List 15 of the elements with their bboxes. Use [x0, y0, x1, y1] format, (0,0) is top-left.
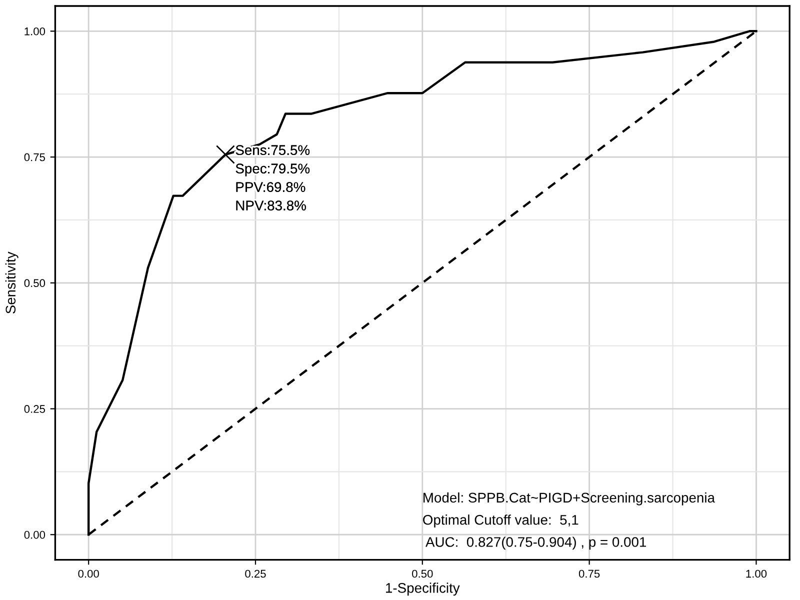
annotation: Optimal Cutoff value: 5,1: [423, 514, 578, 528]
y-tick-label: 1.00: [24, 27, 46, 36]
y-tick-label: 0.00: [24, 530, 46, 539]
y-tick-label: 0.25: [24, 405, 46, 413]
x-tick-label: 0.25: [245, 570, 266, 578]
x-tick-label: 1.00: [746, 570, 767, 578]
y-axis-title: Sensitivity: [5, 252, 18, 314]
annotation: AUC: 0.827(0.75-0.904) , p = 0.001: [426, 536, 646, 550]
y-tick-label: 0.50: [24, 279, 46, 288]
x-axis-title: 1-Specificity: [386, 582, 460, 596]
x-tick-label: 0.00: [78, 570, 99, 578]
x-tick-label: 0.50: [412, 570, 433, 578]
x-tick-label: 0.75: [578, 570, 600, 578]
annotation: Model: SPPB.Cat~PIGD+Screening.sarcopenia: [424, 492, 715, 506]
y-tick-label: 0.75: [24, 153, 46, 162]
